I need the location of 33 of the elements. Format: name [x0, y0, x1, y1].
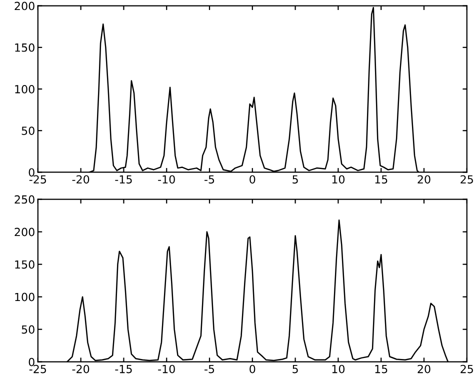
- x-tick-label: -20: [72, 364, 90, 374]
- x-tick-label: 25: [460, 364, 473, 374]
- x-tick-label: 20: [418, 175, 430, 184]
- x-tick-label: -25: [29, 364, 46, 374]
- y-tick-label: 200: [14, 2, 34, 10]
- y-tick-label: 200: [14, 228, 34, 236]
- x-tick-label: 5: [292, 175, 298, 184]
- x-tick-label: 20: [418, 364, 430, 374]
- x-tick-label: -5: [204, 175, 214, 184]
- x-tick-label: 15: [375, 364, 388, 374]
- x-tick-label: 10: [332, 175, 345, 184]
- y-tick-label: 100: [15, 292, 34, 302]
- x-tick-label: -15: [115, 364, 132, 374]
- x-tick-label: 25: [460, 175, 473, 184]
- x-tick-label: 5: [292, 364, 298, 374]
- y-tick-label: 0: [28, 358, 34, 366]
- x-tick-label: 10: [332, 364, 345, 374]
- x-tick-label: -10: [158, 175, 175, 184]
- x-tick-label: -10: [158, 364, 175, 374]
- x-tick-label: 15: [375, 175, 388, 184]
- y-tick-label: 150: [15, 43, 34, 52]
- x-tick-label: 0: [250, 175, 256, 184]
- y-tick-label: 50: [22, 126, 34, 135]
- y-tick-label: 0: [28, 168, 34, 177]
- y-tick-label: 50: [22, 325, 34, 334]
- x-tick-label: -20: [72, 175, 90, 184]
- x-tick-label: -5: [204, 364, 214, 374]
- x-tick-label: 0: [250, 364, 256, 374]
- y-tick-label: 150: [15, 260, 34, 269]
- x-tick-label: -25: [29, 175, 46, 184]
- y-tick-label: 100: [15, 84, 34, 94]
- y-tick-label: 250: [14, 195, 34, 204]
- x-tick-label: -15: [115, 175, 132, 184]
